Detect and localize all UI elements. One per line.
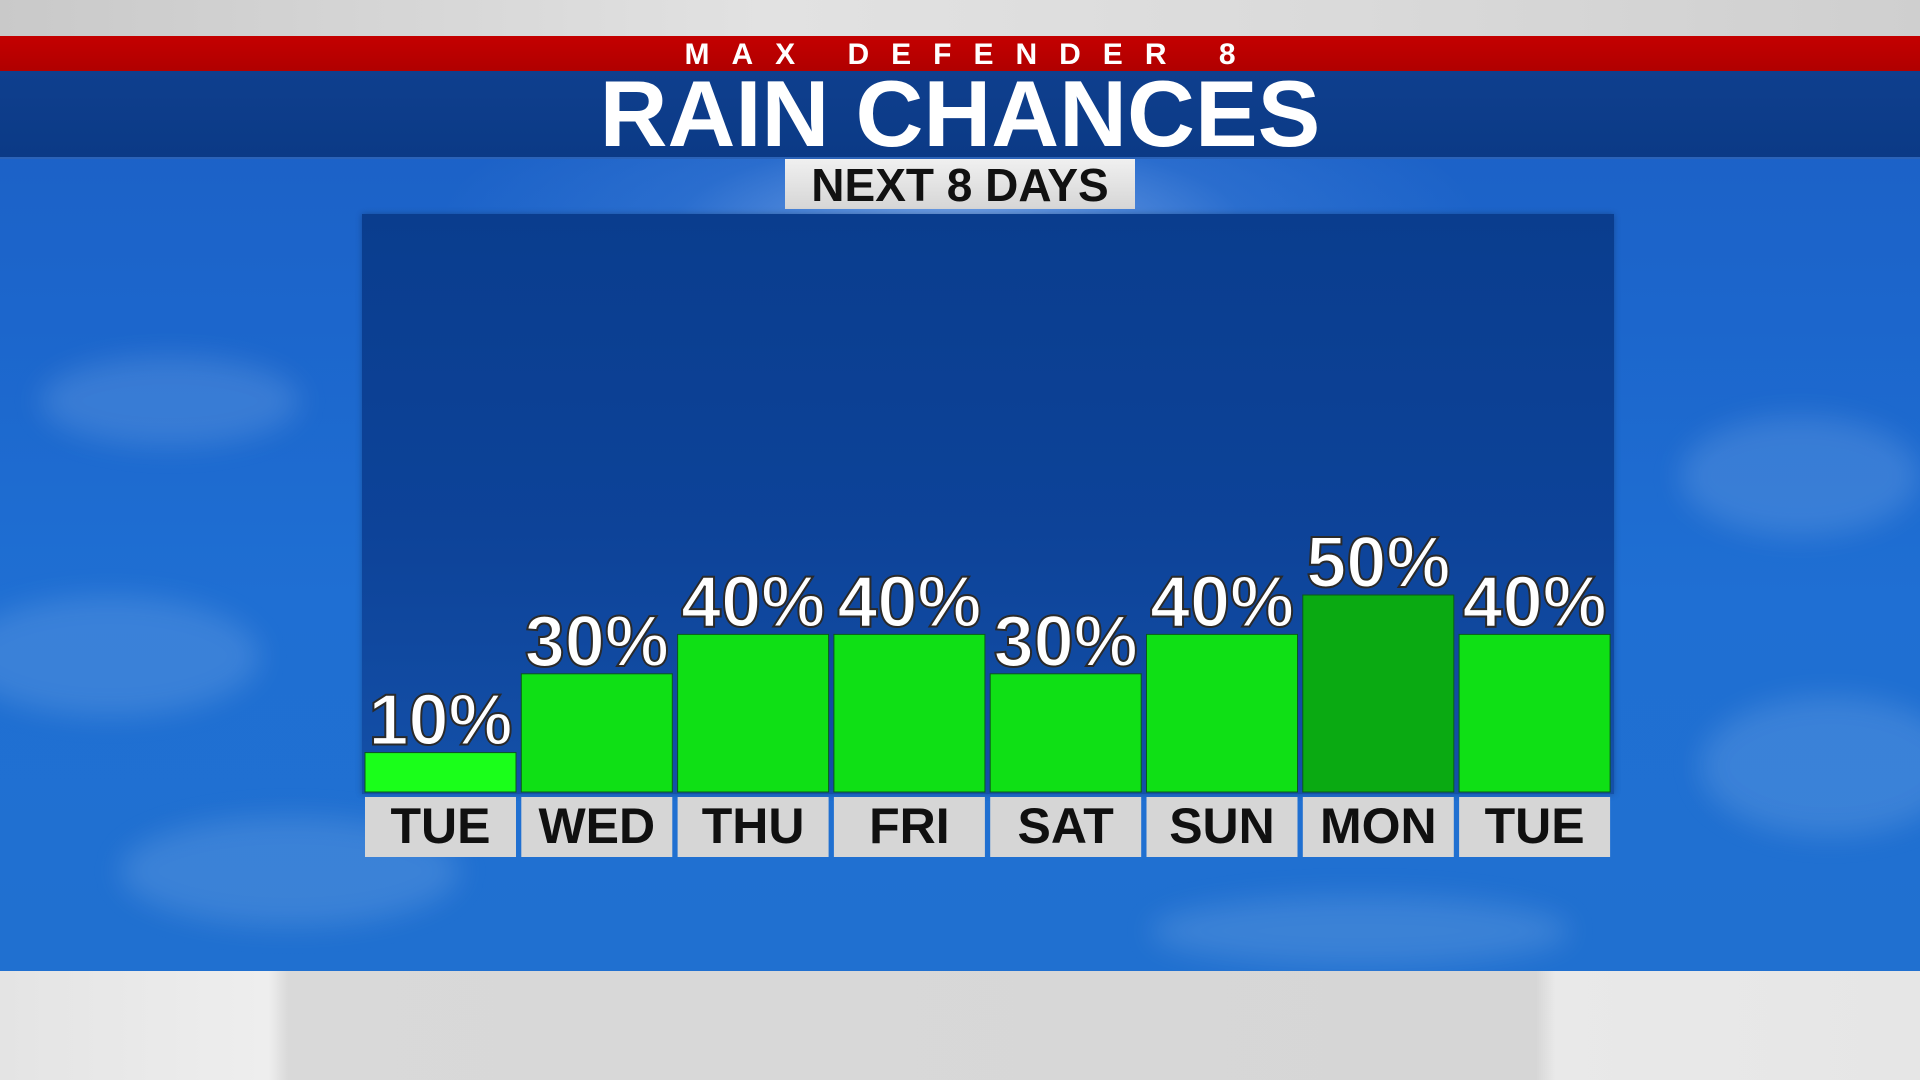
bar-4 [833,633,986,793]
bar-value-label-6: 40% [1150,562,1294,642]
day-label-3: THU [702,798,805,854]
day-box-4 [833,797,985,857]
day-label-6: SUN [1169,798,1275,854]
day-label-8: TUE [1485,798,1585,854]
top-frame [0,0,1920,36]
bar-value-label-1: 10% [368,681,512,761]
day-box-8 [1459,797,1611,857]
title-banner: RAIN CHANCES [0,61,1920,166]
brand-banner: MAX DEFENDER 8 [0,36,1920,71]
page-title: RAIN CHANCES [599,61,1321,166]
bar-1 [364,752,517,793]
day-label-4: FRI [869,798,950,854]
bar-8 [1458,633,1611,793]
day-label-7: MON [1320,798,1437,854]
bar-value-label-3: 40% [681,562,825,642]
day-box-2 [521,797,673,857]
bar-value-label-4: 40% [837,562,981,642]
bar-7 [1302,594,1455,793]
bar-value-label-5: 30% [994,602,1138,682]
bar-value-label-7: 50% [1306,523,1450,603]
bar-5 [989,673,1142,793]
bar-3 [677,633,830,793]
bar-6 [1146,633,1298,793]
day-box-7 [1302,797,1454,857]
bar-2 [520,673,673,793]
bar-value-label-8: 40% [1463,562,1607,642]
day-box-1 [365,797,516,857]
day-box-6 [1146,797,1298,857]
day-box-3 [677,797,829,857]
bar-value-label-2: 30% [525,602,669,682]
bottom-frame [0,971,1920,1080]
day-label-1: TUE [391,798,491,854]
day-box-5 [990,797,1142,857]
day-label-5: SAT [1018,798,1114,854]
chart-subtitle: NEXT 8 DAYS [785,159,1135,211]
day-label-2: WED [538,798,655,854]
